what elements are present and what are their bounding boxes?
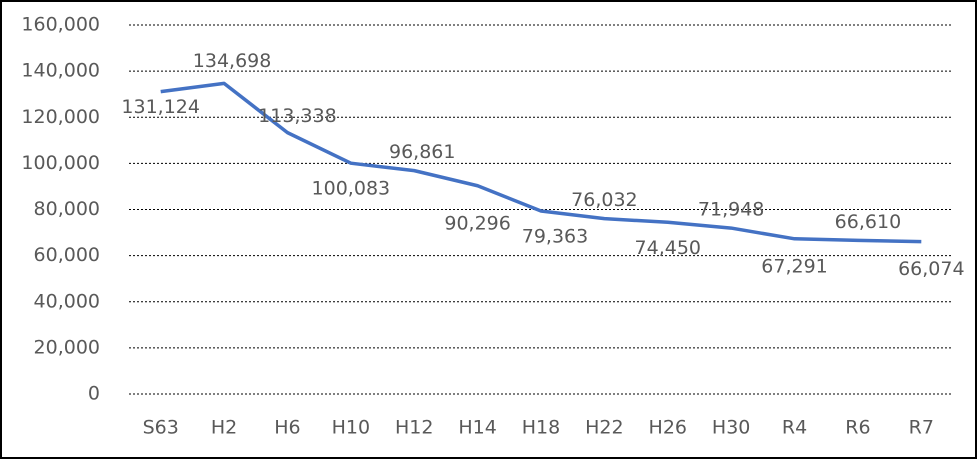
y-tick-label: 0 — [88, 383, 100, 405]
data-label: 79,363 — [522, 225, 588, 247]
data-label: 131,124 — [121, 96, 200, 118]
data-label: 67,291 — [761, 255, 827, 277]
data-label: 113,338 — [258, 105, 337, 127]
y-tick-label: 60,000 — [34, 244, 100, 266]
x-tick-label: H10 — [332, 417, 370, 439]
x-tick-label: R4 — [782, 417, 807, 439]
y-tick-label: 40,000 — [34, 290, 100, 312]
data-label: 96,861 — [389, 141, 455, 163]
data-label: 100,083 — [312, 178, 391, 200]
data-label: 66,610 — [835, 211, 901, 233]
y-tick-label: 80,000 — [34, 198, 100, 220]
line-series — [160, 81, 922, 244]
y-tick-label: 160,000 — [21, 14, 100, 36]
x-tick-label: H30 — [712, 417, 750, 439]
x-tick-label: R7 — [909, 417, 934, 439]
y-tick-label: 100,000 — [21, 152, 100, 174]
x-tick-label: S63 — [143, 417, 179, 439]
y-tick-label: 120,000 — [21, 106, 100, 128]
y-tick-label: 140,000 — [21, 60, 100, 82]
data-label: 66,074 — [898, 258, 964, 280]
data-label: 71,948 — [698, 199, 764, 221]
x-tick-label: H26 — [649, 417, 687, 439]
x-tick-label: R6 — [845, 417, 870, 439]
x-tick-label: H6 — [274, 417, 300, 439]
y-tick-label: 20,000 — [34, 336, 100, 358]
x-tick-label: H18 — [522, 417, 560, 439]
x-tick-label: H12 — [395, 417, 433, 439]
data-label: 74,450 — [635, 237, 701, 259]
data-label: 134,698 — [193, 50, 272, 72]
x-tick-label: H2 — [211, 417, 237, 439]
data-label: 90,296 — [444, 212, 510, 234]
data-label: 76,032 — [571, 189, 637, 211]
x-tick-label: H22 — [585, 417, 623, 439]
x-tick-label: H14 — [458, 417, 496, 439]
